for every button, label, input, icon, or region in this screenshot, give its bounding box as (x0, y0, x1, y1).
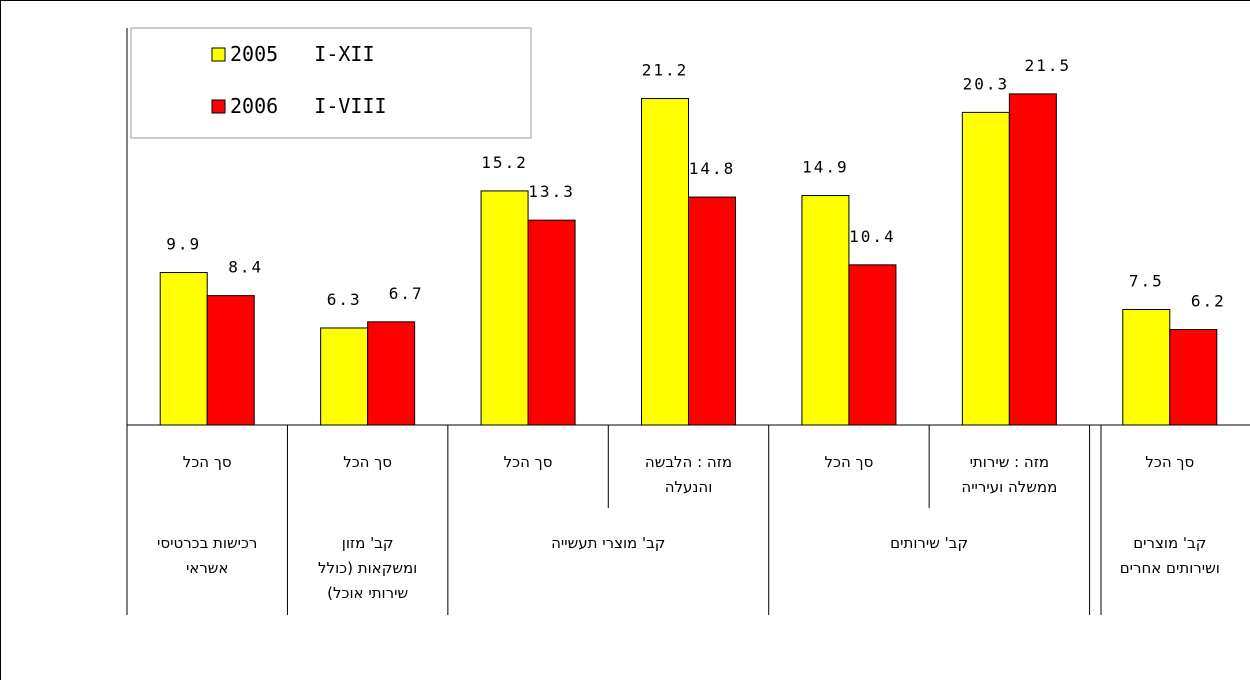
category-label: מזה : הלבשה (645, 453, 732, 471)
category-label: סך הכל (183, 453, 232, 471)
category-label: סך הכל (504, 453, 553, 471)
legend-swatch (211, 47, 226, 62)
group-label: רכישות בכרטיסי (157, 534, 257, 552)
bar (206, 295, 255, 426)
data-label: 6.3 (327, 290, 362, 309)
bar (1008, 93, 1057, 426)
legend-box (130, 27, 532, 139)
data-label: 14.9 (802, 158, 849, 177)
data-label: 9.9 (166, 235, 201, 254)
data-label: 20.3 (963, 74, 1010, 93)
bar (961, 111, 1010, 426)
data-label: 13.3 (528, 182, 575, 201)
legend-label: 2006 I-VIII (230, 94, 387, 118)
group-label: שירותי אוכל) (327, 584, 408, 602)
bar (801, 195, 850, 426)
group-label: אשראי (186, 559, 229, 577)
bar (159, 272, 208, 426)
bar (1169, 329, 1218, 426)
bar (641, 98, 689, 426)
bar (367, 321, 416, 426)
category-label: ממשלה ועירייה (961, 478, 1057, 496)
data-label: 6.2 (1191, 292, 1226, 311)
data-label: 6.7 (389, 284, 424, 303)
legend-swatch (211, 99, 226, 114)
data-label: 21.5 (1025, 56, 1072, 75)
bar (527, 219, 576, 426)
data-label: 21.2 (642, 61, 689, 80)
bar (480, 190, 529, 426)
data-label: 15.2 (481, 153, 528, 172)
group-label: קב' מוצרי תעשייה (551, 534, 665, 552)
category-label: והנעלה (665, 478, 713, 496)
category-label: סך הכל (1145, 453, 1194, 471)
group-label: קב' שירותים (890, 534, 968, 552)
group-label: קב' מזון (342, 534, 394, 552)
bar (1122, 309, 1171, 426)
bar (320, 327, 369, 426)
data-label: 10.4 (849, 227, 896, 246)
group-label: קב' מוצרים (1133, 534, 1206, 552)
category-label: סך הכל (825, 453, 874, 471)
group-label: ומשקאות (כולל (318, 559, 417, 577)
legend-label: 2005 I-XII (230, 42, 375, 66)
bar (848, 264, 897, 426)
group-label: ושירותים אחרים (1120, 559, 1220, 577)
data-label: 8.4 (228, 258, 263, 277)
data-label: 14.8 (689, 159, 736, 178)
category-label: מזה : שירותי (970, 453, 1050, 471)
data-label: 7.5 (1129, 272, 1164, 291)
category-label: סך הכל (343, 453, 392, 471)
bar (688, 196, 736, 426)
